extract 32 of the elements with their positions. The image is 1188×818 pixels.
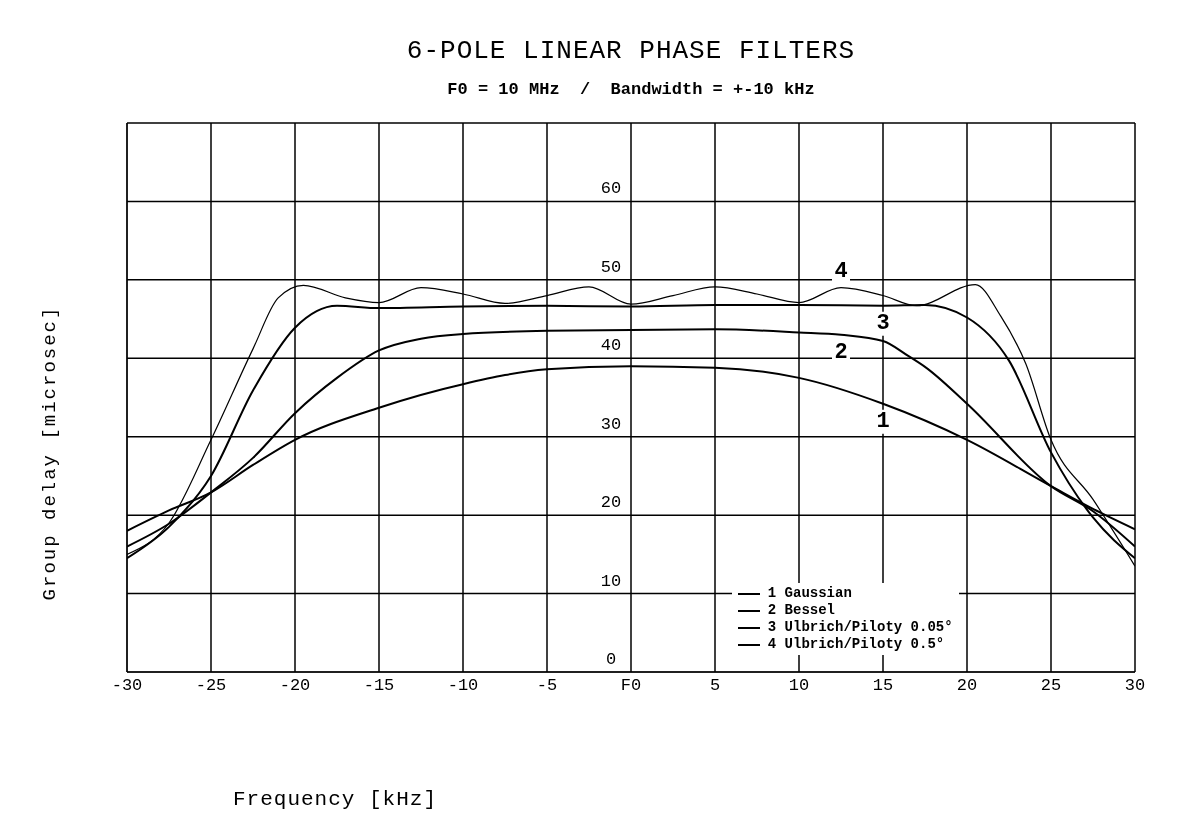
x-tick-label: 25 xyxy=(1040,676,1062,696)
y-tick-label: 60 xyxy=(600,179,622,199)
y-tick-label: 0 xyxy=(605,650,617,669)
y-tick-label: 10 xyxy=(600,571,622,591)
x-tick-label: -10 xyxy=(447,676,479,696)
x-tick-label: 20 xyxy=(956,676,978,696)
legend-label: 1 Gaussian xyxy=(767,585,852,602)
x-tick-label: -20 xyxy=(279,676,311,696)
x-tick-label: -15 xyxy=(363,676,395,696)
y-axis-title: Group delay [microsec] xyxy=(39,305,61,601)
legend-label: 3 Ulbrich/Piloty 0.05° xyxy=(767,619,953,636)
x-tick-label: 10 xyxy=(788,676,810,696)
x-tick-label: 15 xyxy=(872,676,894,696)
annotation: 4 xyxy=(834,259,848,285)
y-tick-label: 40 xyxy=(600,336,622,356)
legend-label: 4 Ulbrich/Piloty 0.5° xyxy=(767,636,945,653)
chart-title: 6-POLE LINEAR PHASE FILTERS xyxy=(405,36,857,66)
x-tick-label: -25 xyxy=(195,676,227,696)
x-tick-label: -30 xyxy=(111,676,143,696)
legend-label: 2 Bessel xyxy=(767,602,836,619)
x-tick-label: 5 xyxy=(709,676,721,696)
chart-subtitle: F0 = 10 MHz / Bandwidth = +-10 kHz xyxy=(446,80,816,99)
y-tick-label: 30 xyxy=(600,414,622,434)
annotation: 3 xyxy=(876,311,890,337)
annotation: 2 xyxy=(834,340,848,366)
x-tick-label: F0 xyxy=(620,676,642,696)
y-tick-label: 20 xyxy=(600,493,622,513)
x-tick-label: -5 xyxy=(536,676,558,696)
x-tick-label: 30 xyxy=(1124,676,1146,696)
annotation: 1 xyxy=(876,409,890,435)
x-axis-title: Frequency [kHz] xyxy=(233,788,438,811)
y-tick-label: 50 xyxy=(600,257,622,277)
